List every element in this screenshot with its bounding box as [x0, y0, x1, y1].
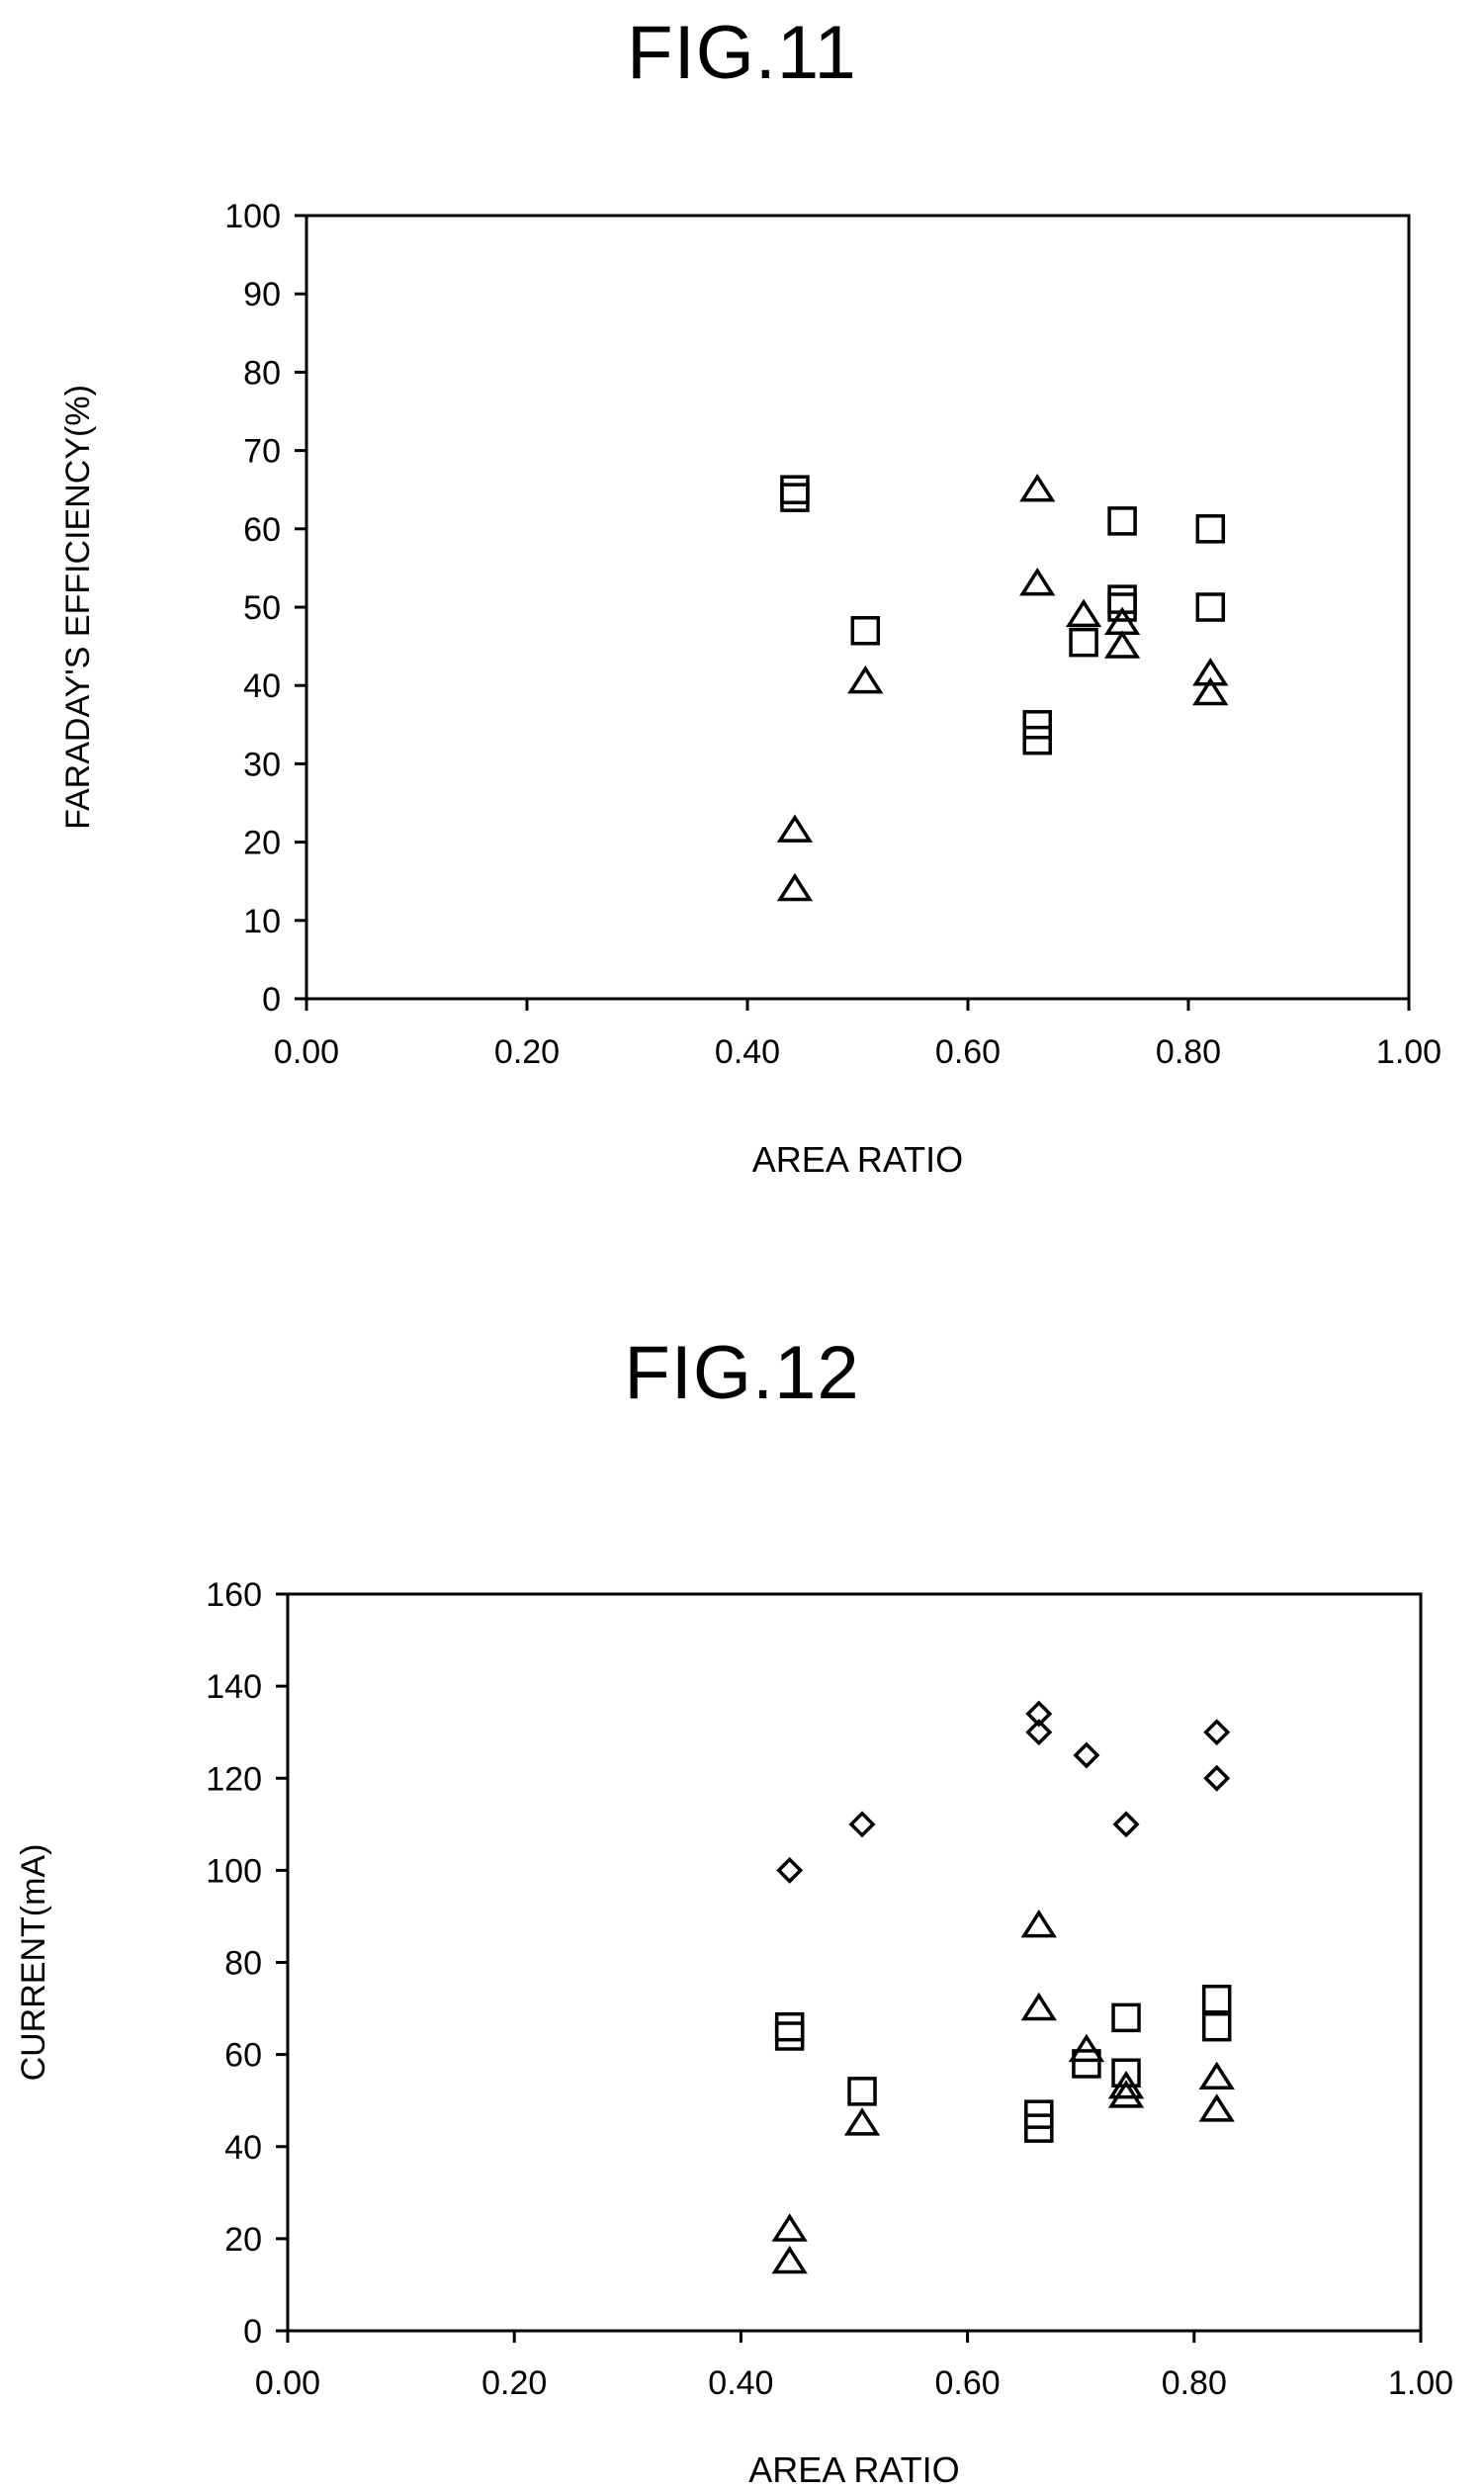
fig11-square-marker	[1107, 592, 1137, 622]
fig12-x-tick-label: 1.00	[1388, 2364, 1453, 2402]
fig11-x-tick-label: 0.60	[935, 1033, 1001, 1071]
fig12-x-tick-label: 0.40	[708, 2364, 773, 2402]
fig11-y-tick-label: 100	[224, 198, 281, 235]
fig12-triangle-marker	[1198, 2061, 1235, 2090]
fig12-triangle-marker	[771, 2245, 808, 2274]
fig11-x-tick-label: 0.80	[1156, 1033, 1221, 1071]
fig12-triangle-marker	[1068, 2033, 1105, 2063]
fig11-y-tick-label: 50	[243, 589, 281, 627]
fig11-scatter-chart: 0 10 20 30 40 50 60 70 80 90 100 0.00 0.20 0.40 0.60 0.…	[59, 198, 1441, 1180]
fig11-y-tick-label: 40	[243, 667, 281, 705]
fig12-title: FIG.12	[624, 1331, 860, 1415]
fig11-triangle-marker	[1103, 630, 1141, 659]
fig11-square-marker	[1022, 710, 1052, 740]
fig11-triangle-marker	[776, 872, 814, 902]
fig11-y-tick-label: 0	[262, 981, 281, 1019]
fig11-triangle-marker	[1192, 676, 1229, 706]
fig12-square-marker	[1201, 2011, 1232, 2042]
fig12-y-tick-label: 20	[224, 2221, 262, 2259]
fig12-triangle-marker	[1107, 2070, 1145, 2099]
fig12-triangle-marker	[1020, 1992, 1057, 2021]
fig12-square-marker	[1111, 2002, 1141, 2033]
fig12-triangle-marker	[1107, 2080, 1145, 2108]
fig12-x-tick-label: 0.00	[255, 2364, 320, 2402]
fig12-y-tick-label: 120	[206, 1760, 262, 1798]
fig11-x-tick-label: 0.20	[494, 1033, 560, 1071]
fig12-y-tick-label: 160	[206, 1576, 262, 1614]
fig12-diamond-marker	[1025, 1700, 1053, 1728]
fig12-triangle-marker	[771, 2213, 808, 2242]
fig11-square-marker	[780, 483, 810, 512]
fig12-diamond-marker	[1203, 1764, 1231, 1792]
fig12-triangle-marker	[843, 2107, 881, 2136]
fig12-x-tick-label: 0.20	[481, 2364, 547, 2402]
fig11-square-marker	[1195, 514, 1226, 544]
fig11-triangle-marker	[847, 665, 884, 694]
fig12-y-tick-label: 140	[206, 1668, 262, 1706]
fig12-x-axis-label: AREA RATIO	[748, 2449, 959, 2489]
fig12-diamond-marker	[1112, 1811, 1140, 1838]
fig11-x-tick-label: 1.00	[1376, 1033, 1441, 1071]
fig12-diamond-marker	[776, 1856, 804, 1884]
fig11-triangle-marker	[1019, 473, 1056, 502]
fig12-y-tick-label: 100	[206, 1852, 262, 1890]
fig11-title: FIG.11	[627, 11, 857, 95]
fig12-diamond-marker	[1025, 1719, 1053, 1746]
fig11-triangle-marker	[1192, 658, 1229, 686]
fig12-y-tick-label: 40	[224, 2129, 262, 2167]
fig11-x-tick-label: 0.00	[274, 1033, 339, 1071]
fig12-triangle-marker	[1020, 1909, 1057, 1938]
fig11-y-tick-label: 20	[243, 825, 281, 862]
fig12-diamond-marker	[848, 1811, 876, 1838]
fig11-y-tick-label: 60	[243, 511, 281, 549]
fig11-y-tick-label: 30	[243, 746, 281, 783]
fig12-square-marker	[1201, 1985, 1232, 2014]
fig12-diamond-marker	[1203, 1719, 1231, 1746]
fig11-triangle-marker	[776, 814, 814, 843]
fig11-triangle-marker	[1065, 598, 1102, 628]
fig11-x-tick-label: 0.40	[715, 1033, 780, 1071]
fig11-y-tick-label: 80	[243, 354, 281, 392]
fig12-y-tick-label: 80	[224, 1945, 262, 1983]
fig11-square-marker	[1195, 592, 1226, 622]
fig12-y-tick-label: 60	[224, 2037, 262, 2075]
fig11-square-marker	[1022, 725, 1052, 756]
fig12-square-marker	[1024, 2113, 1054, 2143]
fig11-square-marker	[1069, 627, 1098, 658]
fig12-plot-frame	[286, 1592, 1423, 2333]
fig12-triangle-marker	[1198, 2093, 1235, 2122]
fig11-square-marker	[850, 616, 881, 646]
fig12-diamond-marker	[1073, 1741, 1100, 1769]
fig12-y-tick-label: 0	[243, 2313, 262, 2351]
fig11-x-axis-label: AREA RATIO	[752, 1139, 963, 1180]
fig12-y-axis-label: CURRENT(mA)	[15, 1844, 52, 2082]
fig12-x-tick-label: 0.80	[1162, 2364, 1227, 2402]
fig11-y-tick-label: 70	[243, 433, 281, 471]
fig11-square-marker	[1107, 506, 1137, 536]
fig12-square-marker	[1072, 2049, 1101, 2079]
fig11-triangle-marker	[1019, 567, 1056, 596]
fig11-y-axis-label: FARADAY'S EFFICIENCY(%)	[59, 385, 97, 830]
fig11-y-tick-label: 90	[243, 276, 281, 313]
fig12-square-marker	[774, 2011, 805, 2042]
fig11-y-tick-label: 10	[243, 903, 281, 940]
fig12-square-marker	[774, 2021, 805, 2051]
fig12-square-marker	[847, 2077, 877, 2106]
fig12-x-tick-label: 0.60	[935, 2364, 1001, 2402]
